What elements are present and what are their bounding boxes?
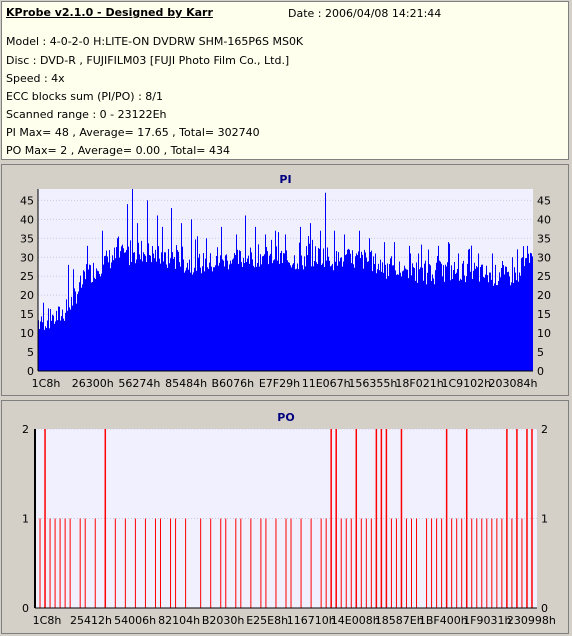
po-y-tick-right: 1 bbox=[541, 513, 548, 526]
pi-y-tick-right: 40 bbox=[537, 213, 551, 226]
pi-x-tick: 26300h bbox=[72, 377, 114, 390]
pi-x-tick: E7F29h bbox=[259, 377, 300, 390]
po-x-tick: 18587Eh bbox=[375, 614, 424, 627]
pi-x-tick: 85484h bbox=[165, 377, 207, 390]
pi-y-tick-left: 5 bbox=[27, 346, 34, 359]
pi-x-tick: 11E067h bbox=[302, 377, 351, 390]
pi-y-tick-left: 0 bbox=[27, 365, 34, 378]
pi-y-tick-right: 10 bbox=[537, 327, 551, 340]
po-x-tick: B2030h bbox=[202, 614, 245, 627]
po-x-tick: E25E8h bbox=[246, 614, 288, 627]
pi-x-tick: 203084h bbox=[488, 377, 537, 390]
po-x-tick: 230998h bbox=[507, 614, 556, 627]
po-y-tick-left: 2 bbox=[22, 423, 29, 436]
pi-y-tick-left: 40 bbox=[20, 213, 34, 226]
pi-y-tick-left: 45 bbox=[20, 194, 34, 207]
pi-y-tick-left: 35 bbox=[20, 232, 34, 245]
pi-y-tick-right: 35 bbox=[537, 232, 551, 245]
pi-y-tick-left: 20 bbox=[20, 289, 34, 302]
pi-x-tick: 18F021h bbox=[395, 377, 443, 390]
pi-x-tick: 156355h bbox=[348, 377, 397, 390]
scan-date: Date : 2006/04/08 14:21:44 bbox=[288, 7, 442, 20]
app-title: KProbe v2.1.0 - Designed by Karr bbox=[6, 6, 213, 19]
pi-stats-line: PI Max= 48 , Average= 17.65 , Total= 302… bbox=[6, 126, 260, 139]
po-chart-panel: PO 0 0 1 1 2 2 1C8h 25412h 54006h 82104h B2030h E25E… bbox=[1, 400, 569, 634]
range-line: Scanned range : 0 - 23122Eh bbox=[6, 108, 167, 121]
pi-chart-panel: PI 0 0 5 5 10 10 15 15 20 20 25 25 30 30 35 35 40 40 45 45 1C… bbox=[1, 164, 569, 396]
pi-chart: PI 0 0 5 5 10 10 15 15 20 20 25 25 30 30 35 35 40 40 45 45 1C… bbox=[20, 173, 551, 390]
pi-y-tick-left: 30 bbox=[20, 251, 34, 264]
po-x-tick: 25412h bbox=[70, 614, 112, 627]
po-chart: PO 0 0 1 1 2 2 1C8h 25412h 54006h 82104h B2030h E25E… bbox=[22, 411, 556, 627]
po-y-tick-left: 1 bbox=[22, 513, 29, 526]
disc-line: Disc : DVD-R , FUJIFILM03 [FUJI Photo Fi… bbox=[6, 54, 290, 67]
pi-x-tick: B6076h bbox=[212, 377, 255, 390]
po-stats-line: PO Max= 2 , Average= 0.00 , Total= 434 bbox=[6, 144, 230, 157]
pi-y-tick-right: 45 bbox=[537, 194, 551, 207]
po-x-tick: 82104h bbox=[158, 614, 200, 627]
po-y-tick-right: 0 bbox=[541, 602, 548, 615]
ecc-line: ECC blocks sum (PI/PO) : 8/1 bbox=[6, 90, 163, 103]
pi-x-tick: 1C9102h bbox=[441, 377, 491, 390]
pi-y-tick-right: 30 bbox=[537, 251, 551, 264]
pi-y-tick-left: 15 bbox=[20, 308, 34, 321]
po-x-tick: 1BF400h bbox=[419, 614, 468, 627]
po-chart-title: PO bbox=[277, 411, 294, 424]
po-x-tick: 1F9031h bbox=[463, 614, 511, 627]
pi-chart-title: PI bbox=[279, 173, 291, 186]
info-panel: KProbe v2.1.0 - Designed by Karr Date : … bbox=[1, 1, 569, 160]
pi-y-tick-right: 20 bbox=[537, 289, 551, 302]
po-y-tick-right: 2 bbox=[541, 423, 548, 436]
pi-x-tick: 1C8h bbox=[32, 377, 61, 390]
pi-y-tick-right: 15 bbox=[537, 308, 551, 321]
speed-line: Speed : 4x bbox=[6, 72, 65, 85]
po-x-tick: 54006h bbox=[114, 614, 156, 627]
pi-y-tick-left: 25 bbox=[20, 270, 34, 283]
pi-x-tick: 56274h bbox=[118, 377, 160, 390]
po-y-tick-left: 0 bbox=[22, 602, 29, 615]
pi-y-tick-right: 5 bbox=[537, 346, 544, 359]
po-x-tick: 1C8h bbox=[33, 614, 62, 627]
pi-y-tick-right: 0 bbox=[537, 365, 544, 378]
pi-y-tick-right: 25 bbox=[537, 270, 551, 283]
po-x-tick: 116710h bbox=[287, 614, 336, 627]
po-x-tick: 14E008h bbox=[331, 614, 380, 627]
pi-y-tick-left: 10 bbox=[20, 327, 34, 340]
model-line: Model : 4-0-2-0 H:LITE-ON DVDRW SHM-165P… bbox=[6, 35, 304, 48]
